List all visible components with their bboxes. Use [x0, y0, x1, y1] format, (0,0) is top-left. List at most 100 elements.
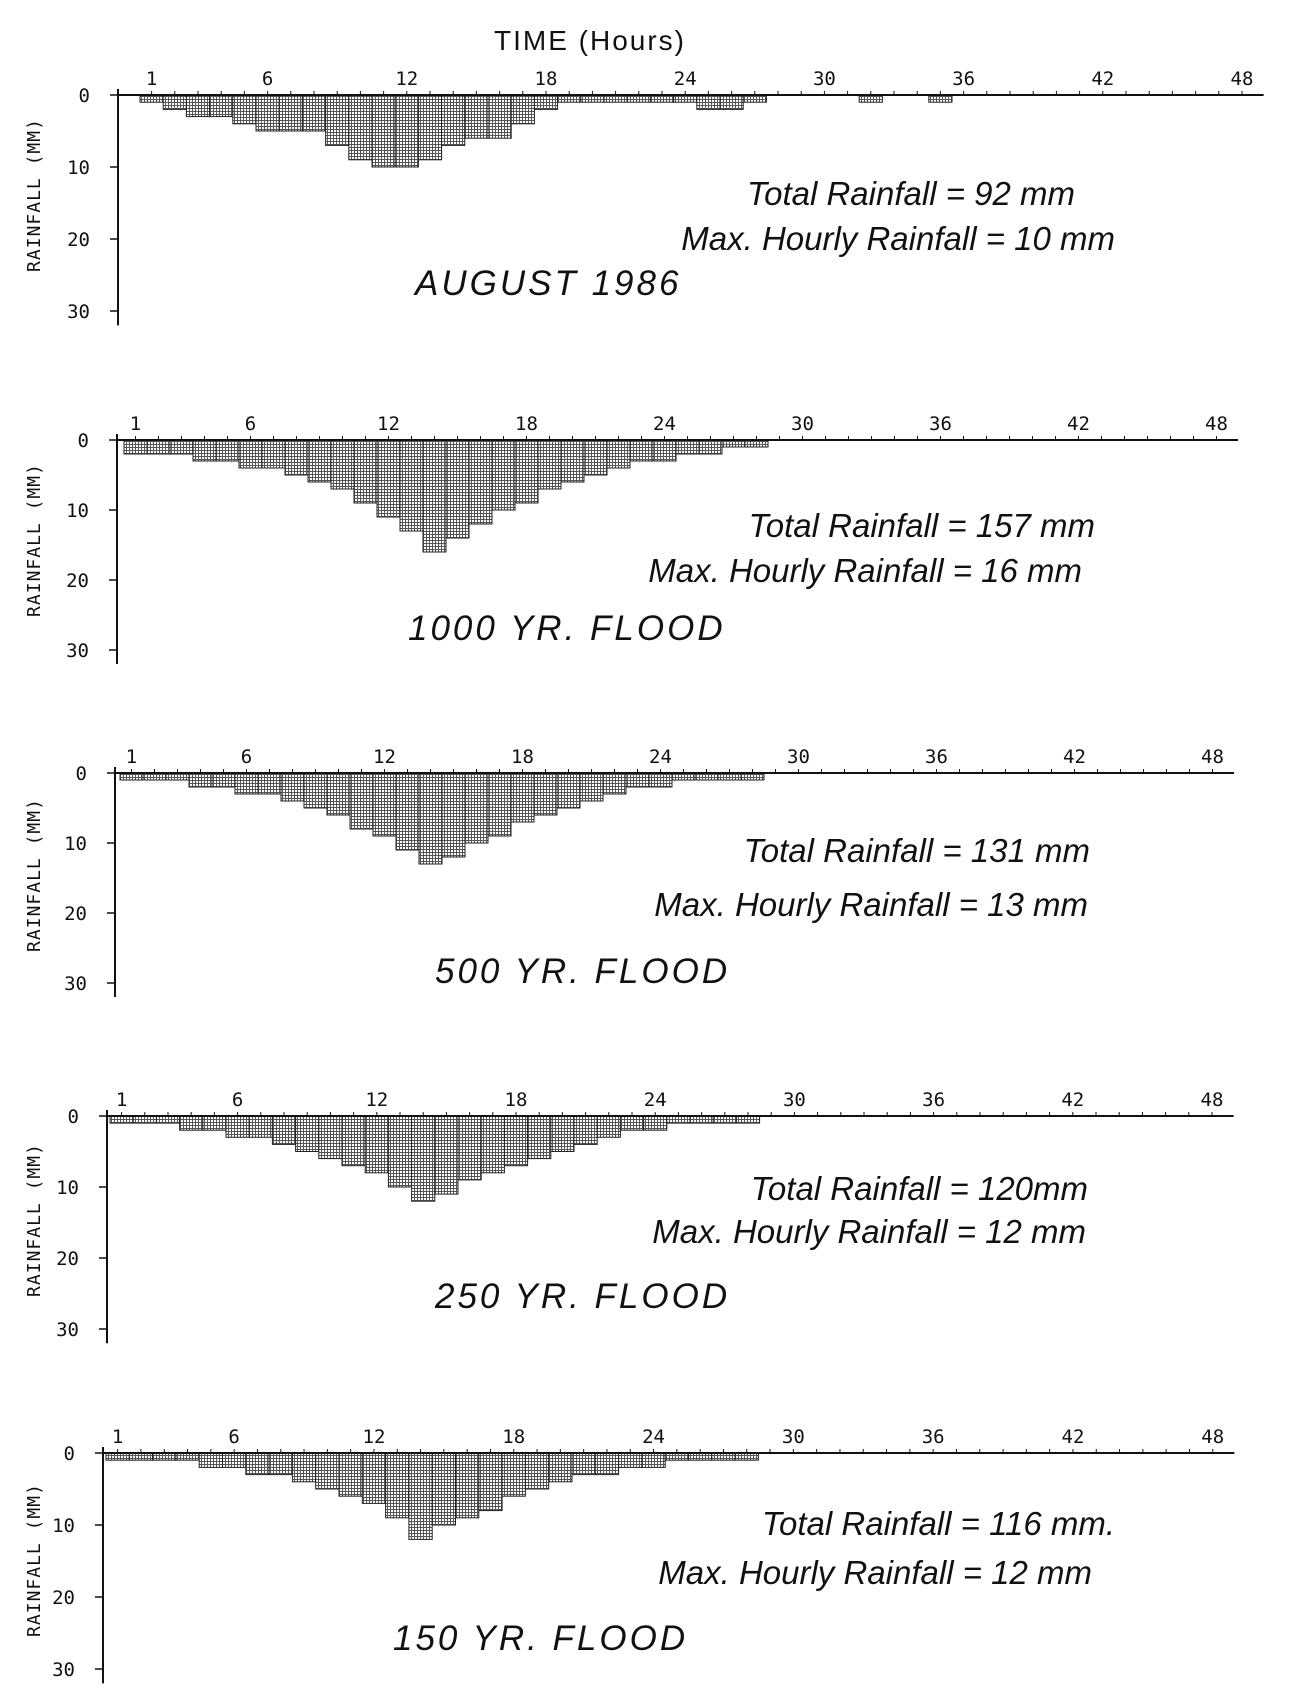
y-axis-label: RAINFALL (MM)	[24, 118, 45, 272]
y-tick-label: 10	[56, 1177, 79, 1199]
rainfall-bar	[487, 772, 512, 837]
rainfall-bar	[245, 1452, 270, 1476]
rainfall-bar	[719, 94, 744, 110]
rainfall-bar	[673, 94, 698, 103]
x-tick-label: 6	[228, 1426, 239, 1448]
rainfall-bar	[441, 94, 466, 146]
rainfall-bar	[315, 1452, 340, 1490]
rainfall-bar	[928, 94, 953, 103]
rainfall-bar	[325, 94, 350, 146]
rainfall-panel-1: 1 6 12 18 24 30 36 42 48 0 10 20 30 RAINFALL (MM) Tota…	[24, 68, 1264, 326]
rainfall-bar	[694, 772, 719, 781]
total-rainfall-note: Total Rainfall = 116 mm.	[762, 1505, 1115, 1542]
rainfall-bar	[408, 1452, 433, 1540]
rainfall-bar	[618, 1452, 643, 1468]
rainfall-bar	[307, 439, 332, 483]
x-tick-label: 24	[674, 68, 697, 90]
rainfall-bar	[280, 772, 305, 802]
rainfall-bar	[557, 94, 582, 103]
x-tick-label: 42	[1061, 1089, 1084, 1111]
rainfall-bar	[441, 772, 466, 858]
rainfall-bar	[666, 1115, 691, 1124]
rainfall-bar	[192, 439, 217, 462]
x-tick-label: 30	[782, 1426, 805, 1448]
rainfall-bar	[625, 772, 650, 788]
rainfall-bar	[550, 1115, 575, 1152]
x-tick-label: 42	[1062, 1426, 1085, 1448]
rainfall-bar	[387, 1115, 413, 1188]
x-tick-label: 6	[262, 68, 273, 90]
x-tick-label: 12	[363, 1426, 386, 1448]
rainfall-bar	[209, 94, 234, 118]
y-tick-label: 0	[76, 763, 87, 785]
rainfall-bar	[234, 772, 259, 795]
rainfall-bar	[198, 1452, 223, 1468]
rainfall-bar	[464, 94, 489, 139]
x-tick-label: 1	[146, 68, 157, 90]
rainfall-bar	[664, 1452, 690, 1461]
x-tick-label: 42	[1091, 68, 1114, 90]
x-tick-label: 30	[791, 413, 814, 435]
rainfall-bar	[349, 772, 374, 830]
y-tick-label: 30	[64, 973, 87, 995]
rainfall-panel-5: 1 6 12 18 24 30 36 42 48 0 10 20 30 RAINFALL (MM) Tota…	[24, 1426, 1235, 1684]
rainfall-bar	[643, 1115, 668, 1131]
y-tick-label: 0	[78, 430, 89, 452]
rainfall-bar	[394, 94, 419, 168]
rainfall-bar	[501, 1452, 526, 1497]
rainfall-bar	[514, 439, 539, 504]
rainfall-bar	[155, 1115, 181, 1124]
rainfall-bar	[142, 772, 167, 781]
y-tick-label: 20	[52, 1587, 75, 1609]
rainfall-bar	[222, 1452, 247, 1468]
rainfall-bar	[579, 772, 604, 802]
rainfall-bar	[371, 94, 396, 168]
rainfall-bar	[268, 1452, 293, 1476]
rainfall-bar	[152, 1452, 177, 1461]
time-axis-title: TIME (Hours)	[494, 25, 686, 56]
rainfall-bar	[185, 94, 211, 118]
rainfall-bar	[175, 1452, 200, 1461]
rainfall-bar	[211, 772, 236, 788]
rainfall-bar	[417, 94, 443, 161]
x-tick-label: 18	[505, 1089, 528, 1111]
x-tick-label: 42	[1063, 746, 1086, 768]
rainfall-bar	[225, 1115, 250, 1138]
rainfall-bar	[341, 1115, 366, 1167]
rainfall-bar	[556, 772, 581, 809]
rainfall-panel-4: 1 6 12 18 24 30 36 42 48 0 10 20 30 RAINFALL (MM) Tota…	[24, 1089, 1234, 1344]
x-tick-label: 18	[502, 1426, 525, 1448]
y-tick-label: 0	[79, 85, 90, 107]
rainfall-bar	[109, 1115, 134, 1124]
x-tick-label: 1	[116, 1089, 127, 1111]
rainfall-bar	[744, 439, 769, 448]
rainfall-bar	[169, 439, 194, 455]
rainfall-bar	[361, 1452, 387, 1504]
rainfall-panel-2: 1 6 12 18 24 30 36 42 48 0 10 20 30 RAINFALL (MM) Tota…	[24, 413, 1238, 664]
rainfall-bar	[711, 1452, 736, 1461]
rainfall-bar	[649, 94, 675, 103]
rainfall-bar	[271, 1115, 297, 1145]
rainfall-bar	[248, 1115, 273, 1138]
y-tick-label: 10	[52, 1515, 75, 1537]
rainfall-bar	[580, 94, 605, 103]
rainfall-bar	[348, 94, 373, 161]
rainfall-bar	[326, 772, 351, 816]
rainfall-bar	[602, 772, 627, 795]
x-tick-label: 24	[644, 1089, 667, 1111]
rainfall-bar	[123, 439, 148, 455]
rainfall-bar	[619, 1115, 645, 1131]
x-tick-label: 30	[787, 746, 810, 768]
rainfall-bar	[338, 1452, 363, 1497]
rainfall-bar	[301, 94, 327, 132]
rainfall-bar	[399, 439, 424, 532]
x-tick-label: 30	[813, 68, 836, 90]
y-tick-label: 20	[64, 903, 87, 925]
rainfall-bar	[119, 772, 144, 781]
rainfall-bar	[128, 1452, 154, 1461]
max-hourly-rainfall-note: Max. Hourly Rainfall = 10 mm	[681, 220, 1115, 257]
total-rainfall-note: Total Rainfall = 157 mm	[749, 507, 1095, 544]
rainfall-bar	[202, 1115, 227, 1131]
